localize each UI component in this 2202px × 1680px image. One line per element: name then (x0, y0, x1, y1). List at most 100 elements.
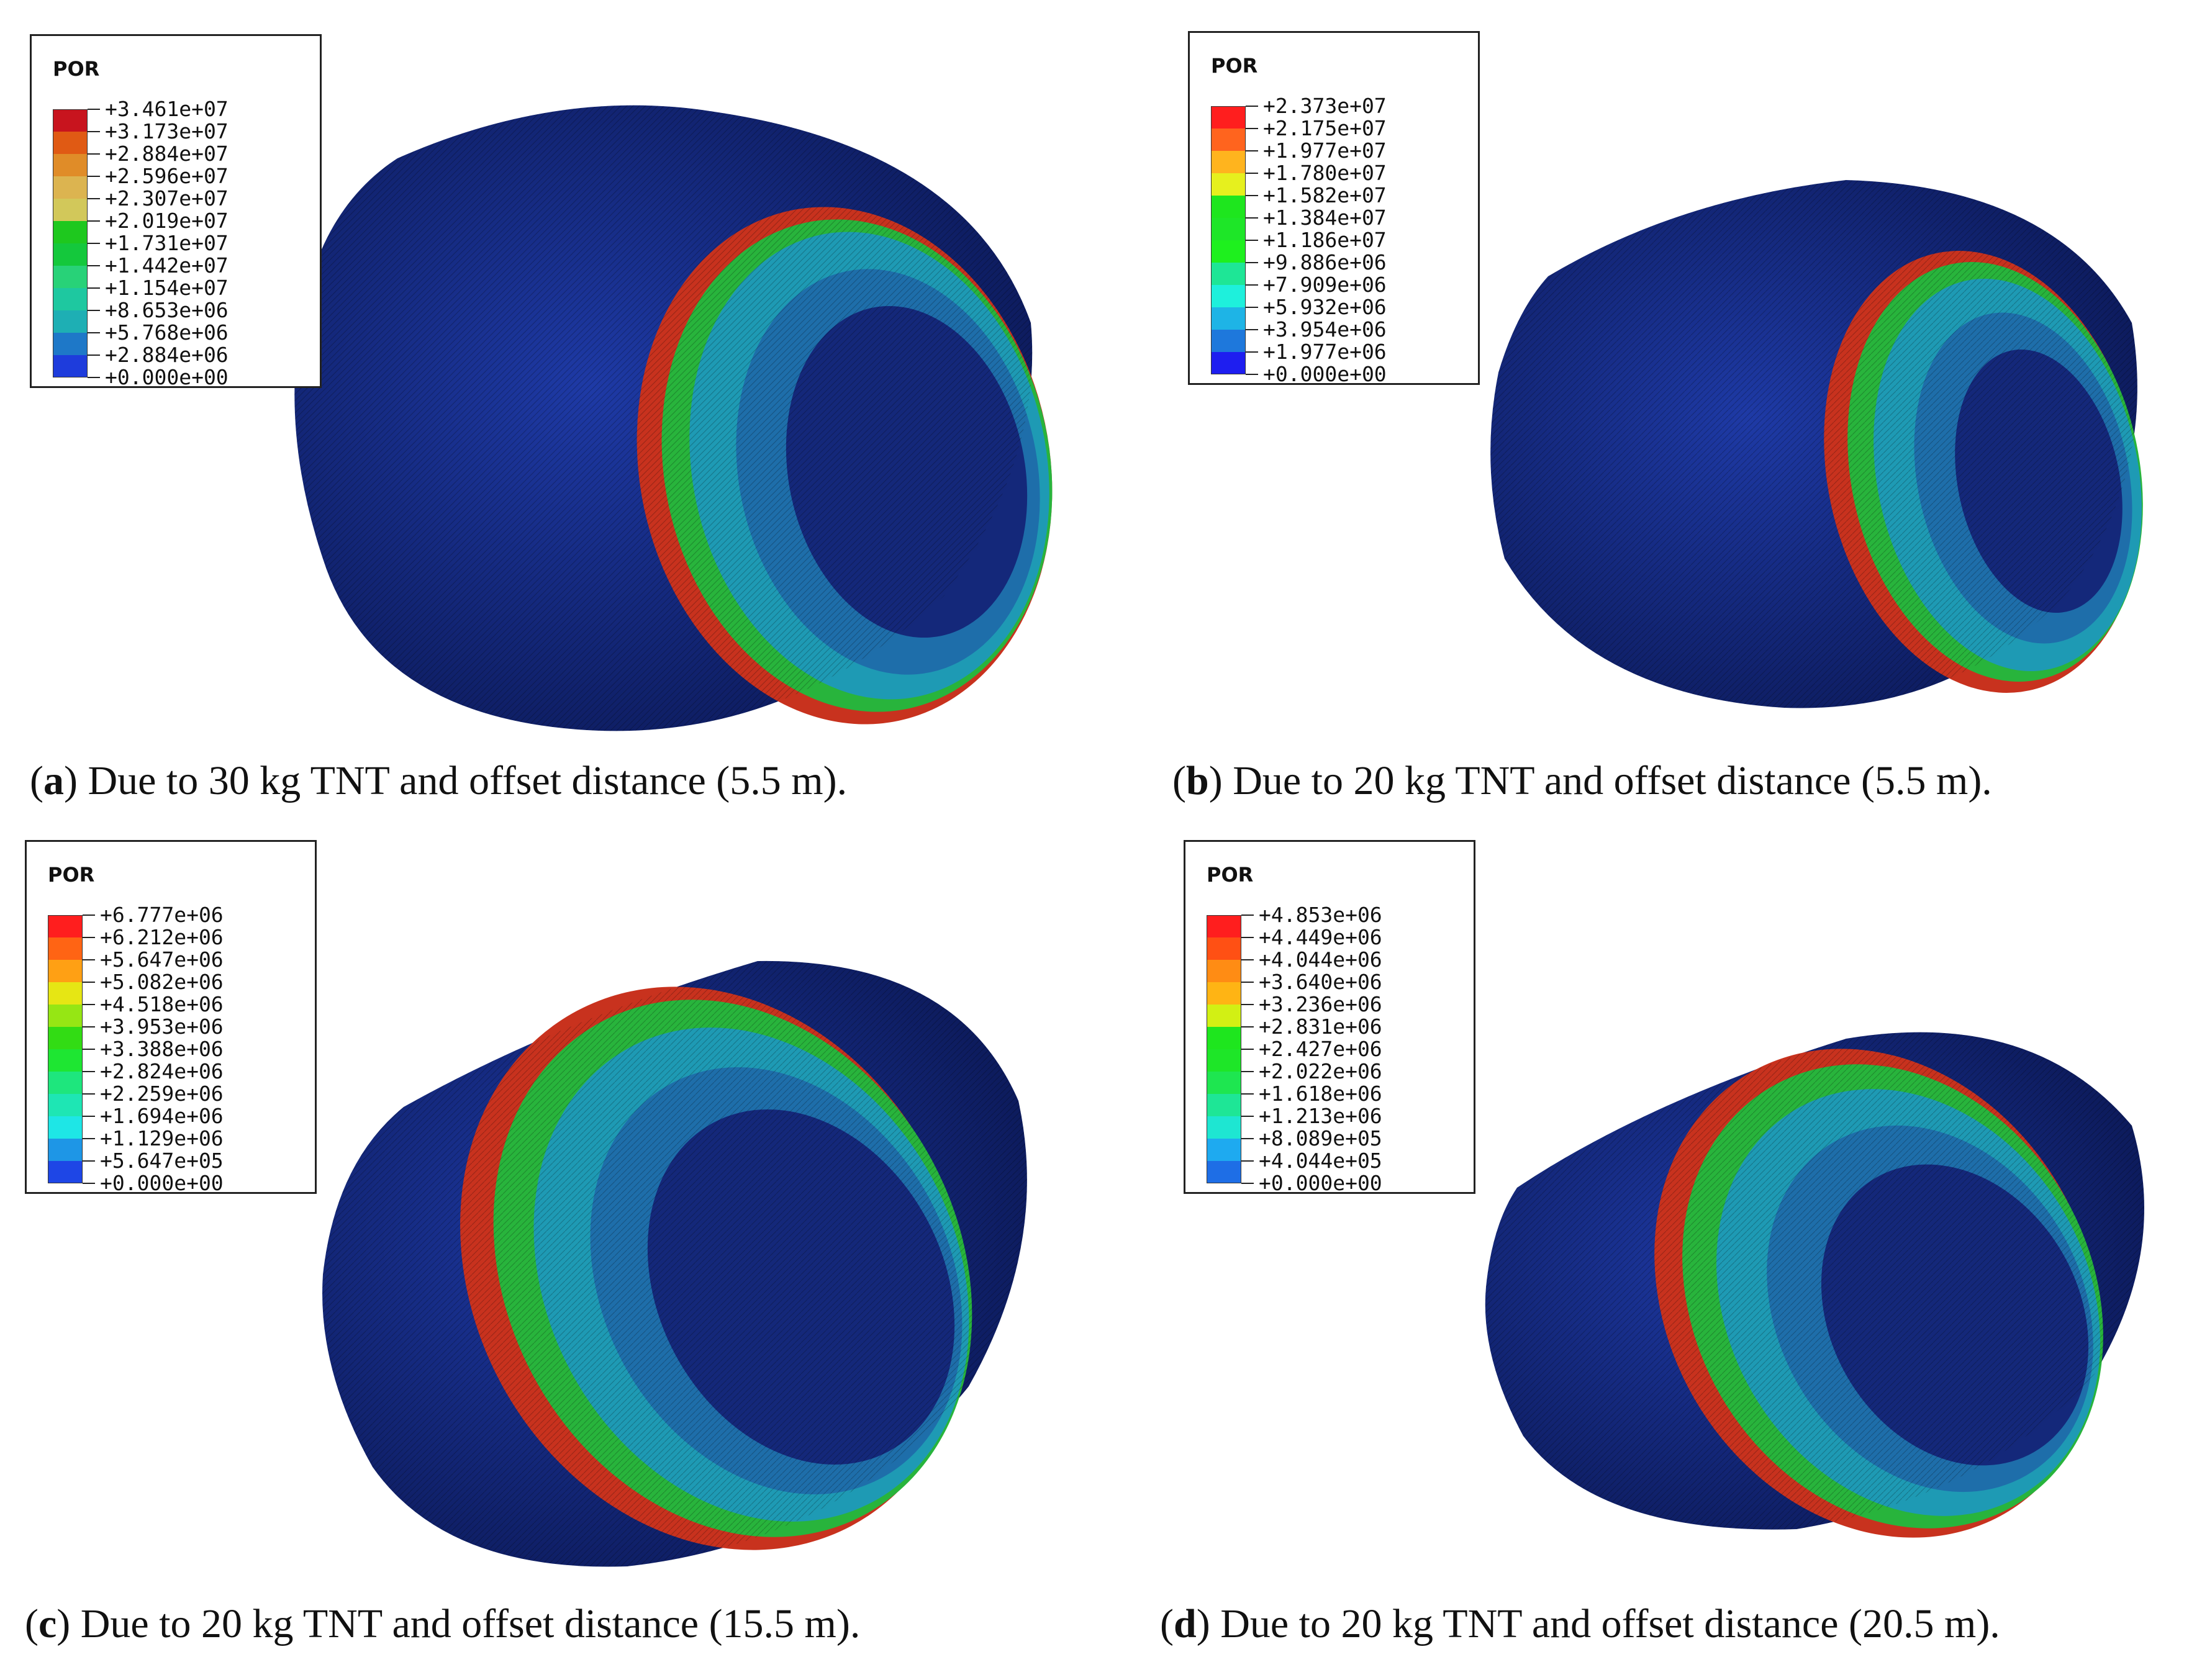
legend-value: +0.000e+00 (100, 1171, 224, 1195)
legend-row: +8.089e+05 (1207, 1126, 1467, 1161)
legend-swatch (1207, 1116, 1241, 1139)
figure-panel-b: POR +2.373e+07 +2.175e+07 +1.977e+07 +1.780… (1101, 0, 2202, 840)
legend-value: +2.884e+06 (105, 343, 229, 367)
legend-tick (1241, 1116, 1254, 1117)
legend-tick (83, 1116, 95, 1117)
legend-row: +2.259e+06 (48, 1083, 309, 1116)
legend-tick (83, 1071, 95, 1072)
legend-value: +4.853e+06 (1259, 903, 1382, 927)
legend-tick (1246, 284, 1258, 286)
legend-value: +2.884e+07 (105, 142, 229, 166)
legend-swatch (48, 937, 83, 960)
legend-row: +5.647e+06 (48, 949, 309, 982)
legend-value: +3.236e+06 (1259, 992, 1382, 1016)
legend-tick (1246, 307, 1258, 308)
legend-value: +2.373e+07 (1263, 94, 1387, 118)
legend-value: +2.824e+06 (100, 1059, 224, 1083)
caption-b: (b) Due to 20 kg TNT and offset distance… (1172, 758, 1992, 803)
figure-panel-d: POR +4.853e+06 +4.449e+06 +4.044e+06 +3.640… (1101, 840, 2202, 1680)
legend-value: +1.780e+07 (1263, 161, 1387, 185)
legend-tick (88, 355, 100, 356)
legend-swatch (48, 1161, 83, 1183)
legend-swatch (1207, 937, 1241, 960)
legend-row: +6.777e+06 (48, 903, 309, 937)
legend-swatch (1207, 1072, 1241, 1094)
legend-swatch (1207, 1005, 1241, 1027)
legend-swatch (53, 310, 88, 333)
legend-row: +2.307e+07 (53, 187, 314, 221)
legend-value: +8.089e+05 (1259, 1126, 1382, 1150)
legend-swatch (48, 982, 83, 1005)
legend-row: +5.768e+06 (53, 322, 314, 355)
legend-tick (1246, 374, 1258, 375)
legend-value: +1.618e+06 (1259, 1082, 1382, 1106)
legend-value: +9.886e+06 (1263, 250, 1387, 274)
legend-value: +1.977e+07 (1263, 138, 1387, 163)
legend-tick (1241, 959, 1254, 960)
legend-row: +1.780e+07 (1211, 161, 1472, 196)
legend-swatch (1211, 151, 1246, 173)
legend-row: +3.954e+06 (1211, 318, 1472, 352)
legend-row: +9.886e+06 (1211, 250, 1472, 285)
caption-text: Due to 20 kg TNT and offset distance (5.… (1233, 758, 1992, 803)
legend-swatch (53, 132, 88, 154)
legend-value: +0.000e+00 (1263, 362, 1387, 386)
legend-value: +4.518e+06 (100, 992, 224, 1016)
legend-row: +1.731e+07 (53, 231, 314, 266)
legend-tick (1246, 128, 1258, 129)
legend-row: +0.000e+00 (1211, 363, 1472, 386)
caption-a: (a) Due to 30 kg TNT and offset distance… (30, 758, 848, 803)
legend-swatch (1207, 1049, 1241, 1072)
legend-value: +4.044e+06 (1259, 947, 1382, 972)
legend-tick (1246, 217, 1258, 219)
legend-row: +1.618e+06 (1207, 1082, 1467, 1116)
legend-row: +5.647e+05 (48, 1150, 309, 1183)
legend-tick (1241, 1138, 1254, 1139)
legend-value: +6.777e+06 (100, 903, 224, 927)
legend-scale: +4.853e+06 +4.449e+06 +4.044e+06 +3.640e+06… (1207, 904, 1467, 1195)
legend-swatch (1211, 330, 1246, 352)
legend-swatch (53, 221, 88, 243)
legend-tick (1246, 195, 1258, 196)
legend-value: +1.186e+07 (1263, 228, 1387, 252)
caption-letter: c (38, 1601, 57, 1646)
legend-scale: +2.373e+07 +2.175e+07 +1.977e+07 +1.780e+07… (1211, 95, 1472, 386)
legend-row: +1.154e+07 (53, 277, 314, 310)
legend-value: +1.129e+06 (100, 1126, 224, 1150)
legend-value: +2.022e+06 (1259, 1059, 1382, 1083)
legend-row: +2.019e+07 (53, 209, 314, 243)
legend-row: +2.884e+06 (53, 343, 314, 377)
legend-title: POR (53, 57, 100, 81)
legend-tick (1241, 1093, 1254, 1095)
legend-value: +1.731e+07 (105, 231, 229, 255)
legend-value: +0.000e+00 (1259, 1171, 1382, 1195)
legend-swatch (1211, 352, 1246, 374)
legend-row: +0.000e+00 (48, 1172, 309, 1195)
legend-b: POR +2.373e+07 +2.175e+07 +1.977e+07 +1.780… (1188, 31, 1480, 386)
legend-swatch (53, 266, 88, 288)
legend-tick (88, 265, 100, 266)
legend-value: +1.442e+07 (105, 253, 229, 278)
legend-scale: +3.461e+07 +3.173e+07 +2.884e+07 +2.596e+07… (53, 98, 314, 389)
legend-row: +3.236e+06 (1207, 992, 1467, 1027)
legend-tick (1246, 351, 1258, 353)
legend-value: +1.694e+06 (100, 1104, 224, 1128)
legend-swatch (1207, 960, 1241, 982)
legend-value: +3.173e+07 (105, 119, 229, 143)
legend-tick (88, 153, 100, 155)
cylinder-contour-d (1485, 1032, 2144, 1538)
legend-value: +2.019e+07 (105, 209, 229, 233)
legend-row: +2.427e+06 (1207, 1038, 1467, 1072)
legend-row: +4.044e+05 (1207, 1150, 1467, 1183)
caption-text: Due to 30 kg TNT and offset distance (5.… (88, 758, 848, 803)
legend-tick (1246, 106, 1258, 107)
caption-letter: a (43, 758, 64, 803)
caption-letter: d (1173, 1601, 1197, 1646)
legend-title: POR (1207, 863, 1254, 887)
legend-swatch (48, 1027, 83, 1049)
legend-tick (88, 332, 100, 333)
legend-d: POR +4.853e+06 +4.449e+06 +4.044e+06 +3.640… (1184, 840, 1475, 1195)
legend-swatch (48, 1116, 83, 1139)
legend-swatch (1207, 1094, 1241, 1116)
legend-swatch (48, 1049, 83, 1072)
